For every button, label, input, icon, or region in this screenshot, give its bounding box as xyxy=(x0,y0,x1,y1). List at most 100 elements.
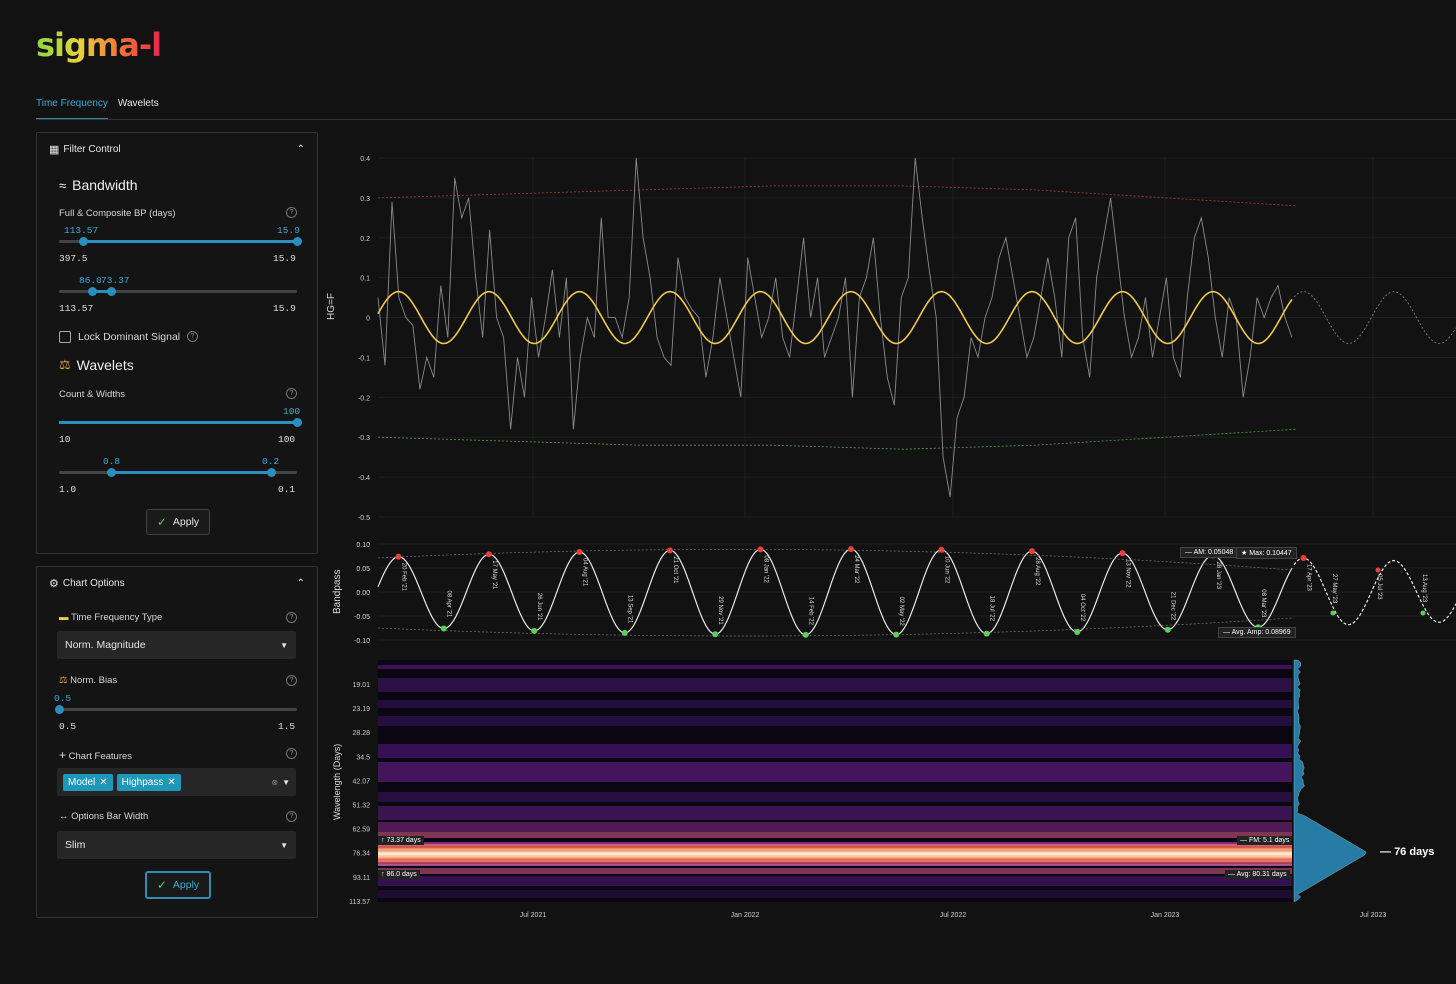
full-bp-high-value: 15.9 xyxy=(277,225,300,236)
bar-width-select[interactable]: Slim ▼ xyxy=(57,831,296,859)
fm-annotation: — FM: 5.1 days xyxy=(1237,836,1292,845)
clear-icon[interactable]: ⊗ xyxy=(271,778,278,787)
norm-bias-min-label: 0.5 xyxy=(59,721,76,732)
peak-marker xyxy=(667,547,673,553)
composite-bp-slider[interactable] xyxy=(59,290,297,293)
norm-bias-handle[interactable] xyxy=(55,705,64,714)
chart-options-header[interactable]: ⚙ Chart Options ⌃ xyxy=(37,567,317,599)
peak-marker xyxy=(1300,555,1306,561)
lock-dominant-checkbox[interactable] xyxy=(59,331,71,343)
trough-marker xyxy=(1074,629,1080,635)
projected-date-label: 13 Aug '23 xyxy=(1421,574,1427,603)
heatmap-band xyxy=(378,792,1292,802)
close-icon[interactable]: ✕ xyxy=(99,777,107,788)
filter-apply-button[interactable]: ✓ Apply xyxy=(146,509,210,535)
full-bp-low-handle[interactable] xyxy=(79,237,88,246)
tab-wavelets[interactable]: Wavelets xyxy=(118,98,159,120)
help-icon[interactable]: ? xyxy=(286,811,297,822)
peak-date-label: 21 Oct '21 xyxy=(672,556,678,584)
bandpass-line xyxy=(378,549,1292,635)
y-tick-label: 34.5 xyxy=(356,754,370,761)
close-icon[interactable]: ✕ xyxy=(167,777,175,788)
help-icon[interactable]: ? xyxy=(286,207,297,218)
heatmap-band xyxy=(378,806,1292,820)
tf-type-value: Norm. Magnitude xyxy=(65,639,146,651)
upper-wavelength-text: 73.37 days xyxy=(386,837,420,844)
y-tick-label: 62.59 xyxy=(352,827,370,834)
trough-marker xyxy=(531,628,537,634)
projected-date-label: 27 May '23 xyxy=(1331,574,1337,604)
wavelets-section-title: ⚖ Wavelets xyxy=(37,357,134,373)
heatmap-band xyxy=(378,822,1292,832)
help-icon[interactable]: ? xyxy=(286,612,297,623)
bandwidth-field-label: Full & Composite BP (days) xyxy=(59,208,176,219)
x-tick-label: Jul 2023 xyxy=(1360,912,1387,919)
peak-date-label: 28 Jan '23 xyxy=(1215,561,1221,589)
arrows-horizontal-icon: ↔ xyxy=(59,811,69,822)
chip-highpass[interactable]: Highpass ✕ xyxy=(117,774,181,791)
y-tick-label: -0.05 xyxy=(354,614,370,621)
y-tick-label: -0.5 xyxy=(358,515,370,522)
chip-model-label: Model xyxy=(68,777,95,788)
full-bp-max-label: 15.9 xyxy=(273,253,296,264)
norm-bias-label-text: Norm. Bias xyxy=(70,675,117,686)
filter-control-header[interactable]: ▦ Filter Control ⌃ xyxy=(37,133,317,165)
help-icon[interactable]: ? xyxy=(286,388,297,399)
y-tick-label: 76.34 xyxy=(352,851,370,858)
count-handle[interactable] xyxy=(293,418,302,427)
width-low-handle[interactable] xyxy=(107,468,116,477)
peak-date-label: 28 Aug '22 xyxy=(1034,557,1040,586)
y-tick-label: 0.00 xyxy=(356,590,370,597)
wavelet-heatmap[interactable]: 19.01 23.19 28.28 34.5 42.07 51.32 62.59 76.34 9… xyxy=(349,660,1386,919)
y-tick-label: -0.3 xyxy=(358,435,370,442)
full-bp-slider[interactable] xyxy=(59,240,297,243)
help-icon[interactable]: ? xyxy=(286,748,297,759)
y-tick-label: 0.4 xyxy=(360,156,370,163)
peak-marker xyxy=(1119,550,1125,556)
y-tick-label: 0 xyxy=(366,316,370,323)
full-bp-high-handle[interactable] xyxy=(293,237,302,246)
help-icon[interactable]: ? xyxy=(286,675,297,686)
chevron-up-icon[interactable]: ⌃ xyxy=(297,144,305,155)
chart-features-label-text: Chart Features xyxy=(69,751,132,762)
model-projection-line xyxy=(1294,292,1456,344)
full-bp-low-value: 113.57 xyxy=(64,225,98,236)
help-icon[interactable]: ? xyxy=(187,331,198,342)
chevron-up-icon[interactable]: ⌃ xyxy=(297,578,305,589)
wavelets-field-label: Count & Widths xyxy=(59,389,125,400)
heatmap-band xyxy=(378,876,1292,886)
count-slider-fill xyxy=(59,421,297,424)
chart-features-multiselect[interactable]: Model ✕ Highpass ✕ ⊗ ▼ xyxy=(57,768,296,796)
price-chart[interactable]: 0.4 0.3 0.2 0.1 0 -0.1 -0.2 -0.3 -0.4 -0.5 xyxy=(358,156,1456,522)
width-high-handle[interactable] xyxy=(267,468,276,477)
trough-date-label: 13 Sep '21 xyxy=(627,595,633,624)
trough-marker xyxy=(893,632,899,638)
caret-down-icon[interactable]: ▼ xyxy=(282,778,290,787)
caret-down-icon: ▼ xyxy=(280,841,288,850)
trough-marker xyxy=(984,631,990,637)
norm-bias-slider[interactable] xyxy=(59,708,297,711)
count-slider[interactable] xyxy=(59,421,297,424)
trough-marker xyxy=(1165,627,1171,633)
chip-model[interactable]: Model ✕ xyxy=(63,774,113,791)
count-min-label: 10 xyxy=(59,434,70,445)
width-slider[interactable] xyxy=(59,471,297,474)
trough-marker xyxy=(441,626,447,632)
heatmap-band xyxy=(378,890,1292,898)
chart-apply-button[interactable]: ✓ Apply xyxy=(145,871,211,899)
trough-date-label: 14 Feb '22 xyxy=(808,597,814,626)
composite-bp-high-handle[interactable] xyxy=(107,287,116,296)
check-icon: ✓ xyxy=(157,878,167,892)
filter-control-panel: ▦ Filter Control ⌃ ≈ Bandwidth Full & Co… xyxy=(36,132,318,554)
tf-type-select[interactable]: Norm. Magnitude ▼ xyxy=(57,631,296,659)
chart-features-label: + Chart Features xyxy=(59,748,132,762)
heatmap-background xyxy=(378,660,1292,902)
composite-bp-low-handle[interactable] xyxy=(88,287,97,296)
palette-icon: ▬ xyxy=(59,612,69,623)
tf-type-label: ▬ Time Frequency Type xyxy=(59,612,162,623)
tab-time-frequency[interactable]: Time Frequency xyxy=(36,98,108,120)
bandwidth-section-title: ≈ Bandwidth xyxy=(37,177,138,193)
heatmap-band xyxy=(378,762,1292,782)
caret-down-icon: ▼ xyxy=(280,641,288,650)
peak-date-label: 13 Nov '22 xyxy=(1124,559,1130,588)
